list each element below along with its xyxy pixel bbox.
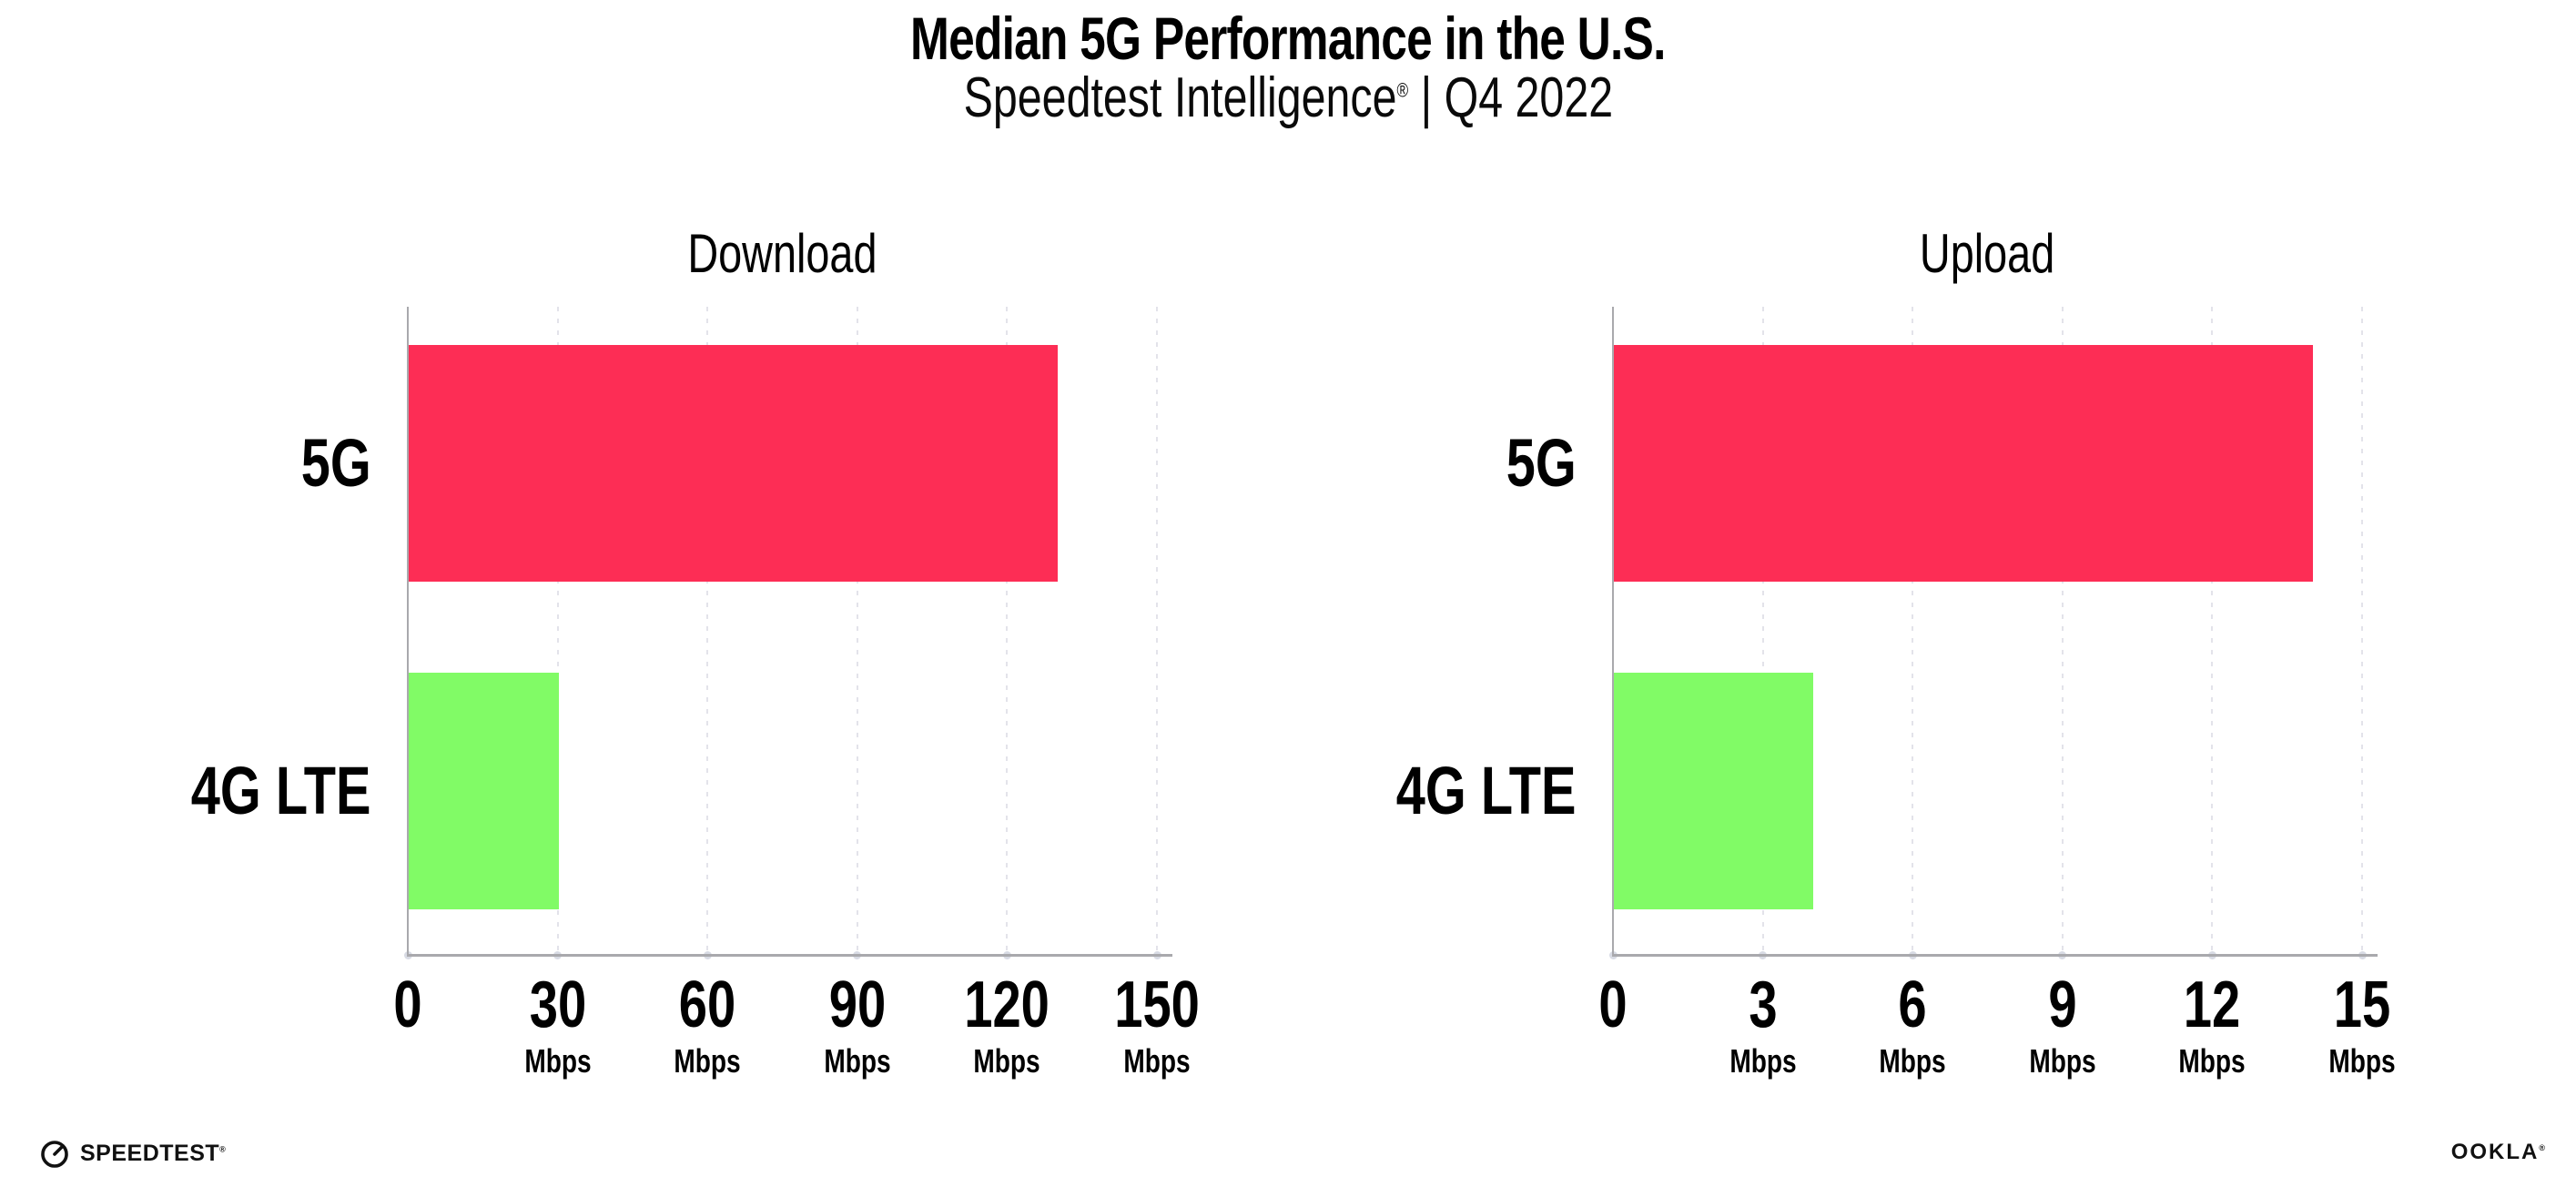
category-label-5g: 5G bbox=[1506, 425, 1577, 501]
x-tick-value: 60 bbox=[678, 969, 736, 1041]
speedtest-registered-icon: ® bbox=[219, 1144, 227, 1154]
x-tick-unit: Mbps bbox=[973, 1042, 1041, 1080]
bar-4g-lte-upload bbox=[1614, 673, 1814, 909]
x-tick-value: 9 bbox=[2048, 969, 2077, 1041]
gridline-6 bbox=[1912, 307, 1914, 954]
page-subtitle: Speedtest Intelligence® | Q4 2022 bbox=[0, 66, 2576, 130]
gridline-15 bbox=[2361, 307, 2363, 954]
x-tick-0: 0 bbox=[308, 970, 508, 1040]
bar-5g-download bbox=[409, 345, 1059, 582]
registered-trademark-icon: ® bbox=[1396, 78, 1408, 102]
x-tick-15: 15 Mbps bbox=[2262, 970, 2462, 1080]
x-tick-value: 15 bbox=[2333, 969, 2391, 1041]
speedtest-wordmark: SPEEDTEST® bbox=[80, 1140, 227, 1166]
ookla-wordmark: OOKLA bbox=[2450, 1140, 2540, 1164]
x-tick-unit: Mbps bbox=[1729, 1042, 1797, 1080]
x-tick-value: 0 bbox=[393, 969, 422, 1041]
x-tick-unit: Mbps bbox=[2178, 1042, 2246, 1080]
subtitle-period: | Q4 2022 bbox=[1407, 66, 1613, 129]
x-tick-value: 90 bbox=[828, 969, 887, 1041]
x-tick-unit: Mbps bbox=[2328, 1042, 2396, 1080]
bar-4g-lte-download bbox=[409, 673, 559, 909]
x-tick-150: 150 Mbps bbox=[1057, 970, 1257, 1080]
category-label-4g-lte: 4G LTE bbox=[1396, 753, 1577, 828]
x-tick-unit: Mbps bbox=[674, 1042, 741, 1080]
x-tick-value: 150 bbox=[1114, 969, 1200, 1041]
gridline-60 bbox=[706, 307, 709, 954]
page-subtitle-text: Speedtest Intelligence® | Q4 2022 bbox=[963, 66, 1613, 130]
x-tick-value: 3 bbox=[1748, 969, 1778, 1041]
gridline-30 bbox=[556, 307, 559, 954]
x-tick-12: 12 Mbps bbox=[2112, 970, 2312, 1080]
gridline-12 bbox=[2211, 307, 2214, 954]
category-label-5g: 5G bbox=[300, 425, 371, 501]
x-tick-value: 6 bbox=[1898, 969, 1927, 1041]
x-tick-unit: Mbps bbox=[523, 1042, 592, 1080]
gridline-90 bbox=[856, 307, 858, 954]
ookla-logo: OOKLA® bbox=[2451, 1140, 2545, 1165]
category-label-4g-lte: 4G LTE bbox=[191, 753, 371, 828]
gridline-150 bbox=[1156, 307, 1158, 954]
speedtest-logo: SPEEDTEST® bbox=[38, 1134, 226, 1172]
x-tick-value: 0 bbox=[1598, 969, 1628, 1041]
x-tick-120: 120 Mbps bbox=[907, 970, 1107, 1080]
x-tick-unit: Mbps bbox=[2029, 1042, 2096, 1080]
x-tick-unit: Mbps bbox=[1879, 1042, 1946, 1080]
x-tick-9: 9 Mbps bbox=[1962, 970, 2163, 1080]
x-tick-30: 30 Mbps bbox=[458, 970, 658, 1080]
x-tick-6: 6 Mbps bbox=[1812, 970, 2013, 1080]
x-tick-0: 0 bbox=[1513, 970, 1713, 1040]
page-title: Median 5G Performance in the U.S. bbox=[0, 4, 2576, 73]
y-axis-spine bbox=[407, 307, 409, 954]
page-title-text: Median 5G Performance in the U.S. bbox=[910, 5, 1666, 72]
x-tick-3: 3 Mbps bbox=[1663, 970, 1863, 1080]
x-axis-line bbox=[407, 954, 1172, 957]
gridline-9 bbox=[2061, 307, 2064, 954]
gridline-3 bbox=[1761, 307, 1764, 954]
x-tick-90: 90 Mbps bbox=[757, 970, 958, 1080]
x-tick-value: 120 bbox=[964, 969, 1050, 1041]
ookla-registered-icon: ® bbox=[2539, 1143, 2545, 1152]
bar-5g-upload bbox=[1614, 345, 2314, 582]
upload-chart-title: Upload bbox=[1920, 223, 2055, 284]
y-axis-spine bbox=[1612, 307, 1614, 954]
x-tick-value: 12 bbox=[2184, 969, 2241, 1041]
subtitle-brand: Speedtest Intelligence bbox=[963, 66, 1397, 129]
gridline-120 bbox=[1006, 307, 1009, 954]
download-chart-title: Download bbox=[687, 223, 877, 284]
x-tick-60: 60 Mbps bbox=[607, 970, 807, 1080]
x-axis-line bbox=[1612, 954, 2378, 957]
x-tick-unit: Mbps bbox=[824, 1042, 891, 1080]
x-tick-value: 30 bbox=[529, 969, 586, 1041]
speedometer-gauge-icon bbox=[41, 1141, 68, 1168]
x-tick-unit: Mbps bbox=[1123, 1042, 1191, 1080]
